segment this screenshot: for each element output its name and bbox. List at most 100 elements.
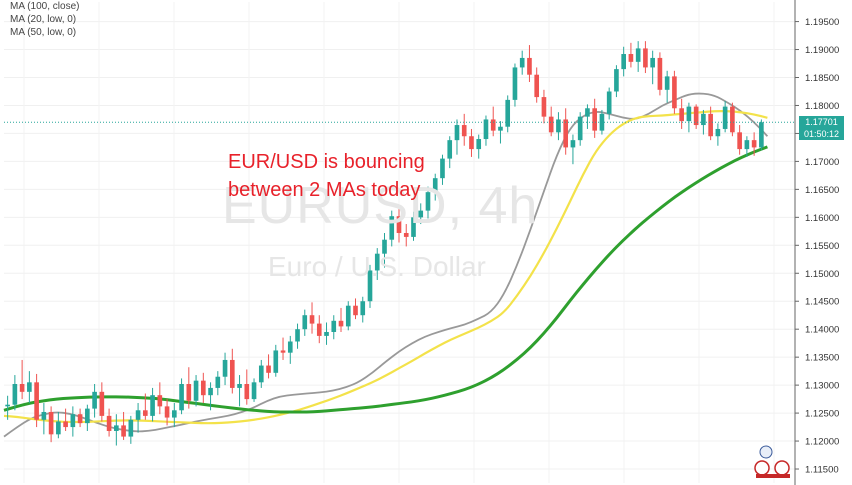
y-tick-label: 1.16500 [805, 185, 839, 196]
chart-annotation: EUR/USD is bouncing between 2 MAs today [228, 148, 425, 204]
candle-body [121, 425, 126, 437]
candle-body [345, 305, 351, 327]
candle-body [338, 320, 344, 327]
candle-body [606, 91, 612, 114]
y-tick-label: 1.15500 [805, 241, 839, 252]
candle-body [128, 419, 134, 437]
candle-body [150, 395, 155, 416]
candle-body [730, 106, 735, 133]
y-tick-label: 1.11500 [805, 465, 839, 476]
candle-body [70, 414, 76, 428]
candle-body [396, 216, 402, 233]
candle-body [570, 140, 576, 148]
candle-body [490, 119, 496, 131]
events-icons[interactable] [752, 442, 802, 482]
y-tick-label: 1.17000 [805, 157, 839, 168]
candle-body [701, 113, 706, 126]
ma-line [3, 145, 768, 414]
candle-body [324, 331, 329, 336]
candle-body [693, 106, 699, 126]
candle-body [266, 365, 271, 373]
flag-us-icon [754, 460, 770, 476]
y-tick-label: 1.18500 [805, 73, 839, 84]
candle-body [200, 380, 206, 396]
candle-body [432, 178, 438, 193]
y-tick-label: 1.14000 [805, 325, 839, 336]
candle-body [374, 253, 380, 271]
bar-countdown-tag: 01:50:12 [799, 128, 844, 141]
candle-body [461, 125, 467, 137]
candle-body [367, 270, 373, 302]
candle-body [77, 414, 83, 424]
candle-body [331, 320, 337, 332]
candle-body [171, 410, 177, 418]
candle-body [498, 126, 503, 131]
y-tick-label: 1.16000 [805, 213, 839, 224]
legend-ma20[interactable]: MA (20, low, 0) [10, 14, 77, 25]
candle-body [92, 391, 97, 409]
flag-stripe [756, 474, 790, 478]
legend-ma50[interactable]: MA (50, low, 0) [10, 27, 77, 38]
chart-grid [4, 2, 795, 483]
candle-body [635, 48, 641, 62]
candle-body [628, 54, 634, 62]
candle-body [273, 350, 279, 373]
candle-body [643, 48, 648, 68]
candle-body [41, 411, 47, 420]
candle-body [548, 116, 554, 133]
candle-body [614, 69, 619, 92]
candle-body [287, 341, 293, 353]
candle-body [99, 391, 105, 416]
candle-body [56, 421, 61, 435]
candle-body [657, 57, 663, 90]
candle-body [258, 365, 264, 383]
candle-body [237, 384, 242, 388]
candle-body [563, 119, 569, 148]
candle-body [708, 113, 713, 137]
candle-body [302, 315, 308, 330]
candle-body [469, 136, 474, 150]
candle-body [208, 387, 213, 396]
candle-body [403, 232, 409, 237]
candle-body [27, 382, 32, 392]
ma-line [3, 110, 768, 425]
candle-body [621, 54, 626, 70]
y-tick-label: 1.19500 [805, 17, 839, 28]
candle-body [512, 67, 518, 100]
candle-body [519, 57, 525, 68]
candle-body [143, 410, 148, 416]
event-icon [759, 445, 773, 459]
candle-body [34, 382, 39, 420]
candle-body [425, 192, 431, 211]
price-axis[interactable]: 1.195001.190001.185001.180001.175001.170… [794, 0, 839, 485]
candle-body [751, 140, 757, 148]
candle-body [737, 132, 742, 150]
candle-body [63, 421, 68, 428]
candle-body [744, 140, 750, 150]
candlesticks [5, 41, 764, 446]
candle-body [577, 116, 583, 141]
candle-body [5, 404, 10, 407]
candle-body [679, 108, 684, 122]
candle-body [527, 57, 532, 75]
y-tick-label: 1.14500 [805, 297, 839, 308]
candle-body [534, 74, 540, 98]
legend-ma100[interactable]: MA (100, close) [10, 1, 80, 12]
y-tick-label: 1.15000 [805, 269, 839, 280]
candle-body [664, 76, 670, 90]
candle-body [592, 108, 598, 131]
candle-body [360, 301, 366, 316]
candle-body [556, 119, 561, 133]
candle-body [715, 128, 721, 137]
candle-body [505, 99, 511, 127]
annotation-line-1: EUR/USD is bouncing [228, 151, 425, 173]
candle-body [447, 140, 453, 159]
candle-body [389, 216, 395, 240]
candle-body [157, 395, 163, 407]
candle-body [114, 425, 119, 431]
candle-body [454, 125, 460, 141]
candle-body [483, 119, 489, 140]
candle-body [12, 384, 18, 405]
candle-body [476, 139, 482, 150]
